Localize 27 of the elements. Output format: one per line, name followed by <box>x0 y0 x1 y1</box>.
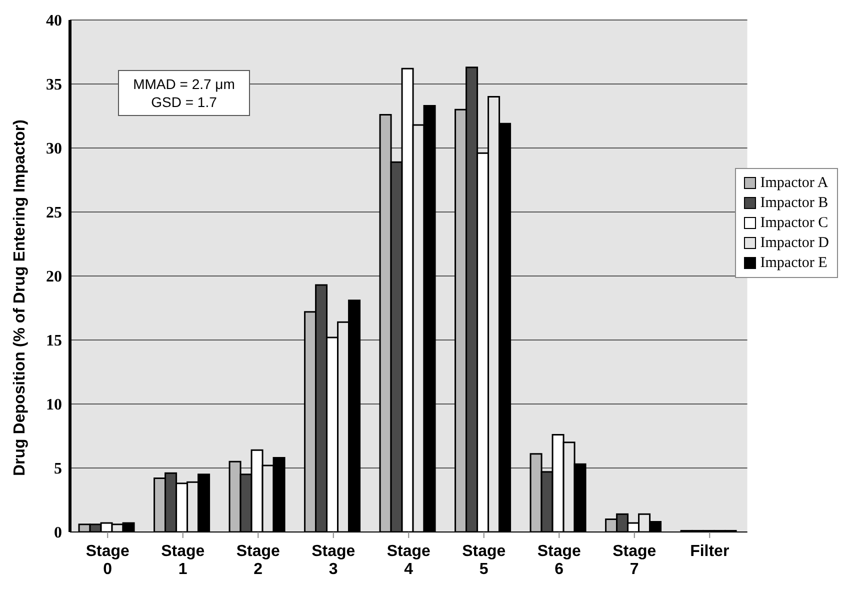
x-tick-label: Stage 3 <box>312 543 356 578</box>
x-tick-label: Stage 0 <box>86 543 130 578</box>
y-tick-label: 5 <box>54 460 62 478</box>
x-tick-label: Stage 7 <box>612 543 656 578</box>
y-axis-title: Drug Deposition (% of Drug Entering Impactor) <box>12 120 29 476</box>
x-tick-label: Stage 5 <box>462 543 506 578</box>
x-tick-label: Filter <box>690 543 730 560</box>
x-tick-label: Stage 6 <box>537 543 582 578</box>
annotation-box: MMAD = 2.7 μm GSD = 1.7 <box>118 70 250 116</box>
legend-label: Impactor D <box>760 234 829 252</box>
legend-label: Impactor B <box>760 194 828 212</box>
y-tick-label: 30 <box>46 140 62 158</box>
x-tick-label: Stage 1 <box>161 543 205 578</box>
x-tick-label: Stage 2 <box>236 543 280 578</box>
y-tick-label: 20 <box>46 268 62 286</box>
y-tick-label: 35 <box>46 76 62 94</box>
annotation: GSD = 1.7 <box>150 93 218 111</box>
x-tick-label: Stage 4 <box>386 543 431 578</box>
legend-label: Impactor C <box>760 214 828 232</box>
legend-label: Impactor E <box>760 254 828 272</box>
y-tick-label: 40 <box>46 12 62 30</box>
y-tick-label: 25 <box>46 204 62 222</box>
y-tick-label: 0 <box>54 524 62 542</box>
legend-label: Impactor A <box>760 174 828 192</box>
y-tick-label: 15 <box>46 332 62 350</box>
y-tick-label: 10 <box>46 396 62 414</box>
annotation: MMAD = 2.7 μm <box>132 75 236 93</box>
